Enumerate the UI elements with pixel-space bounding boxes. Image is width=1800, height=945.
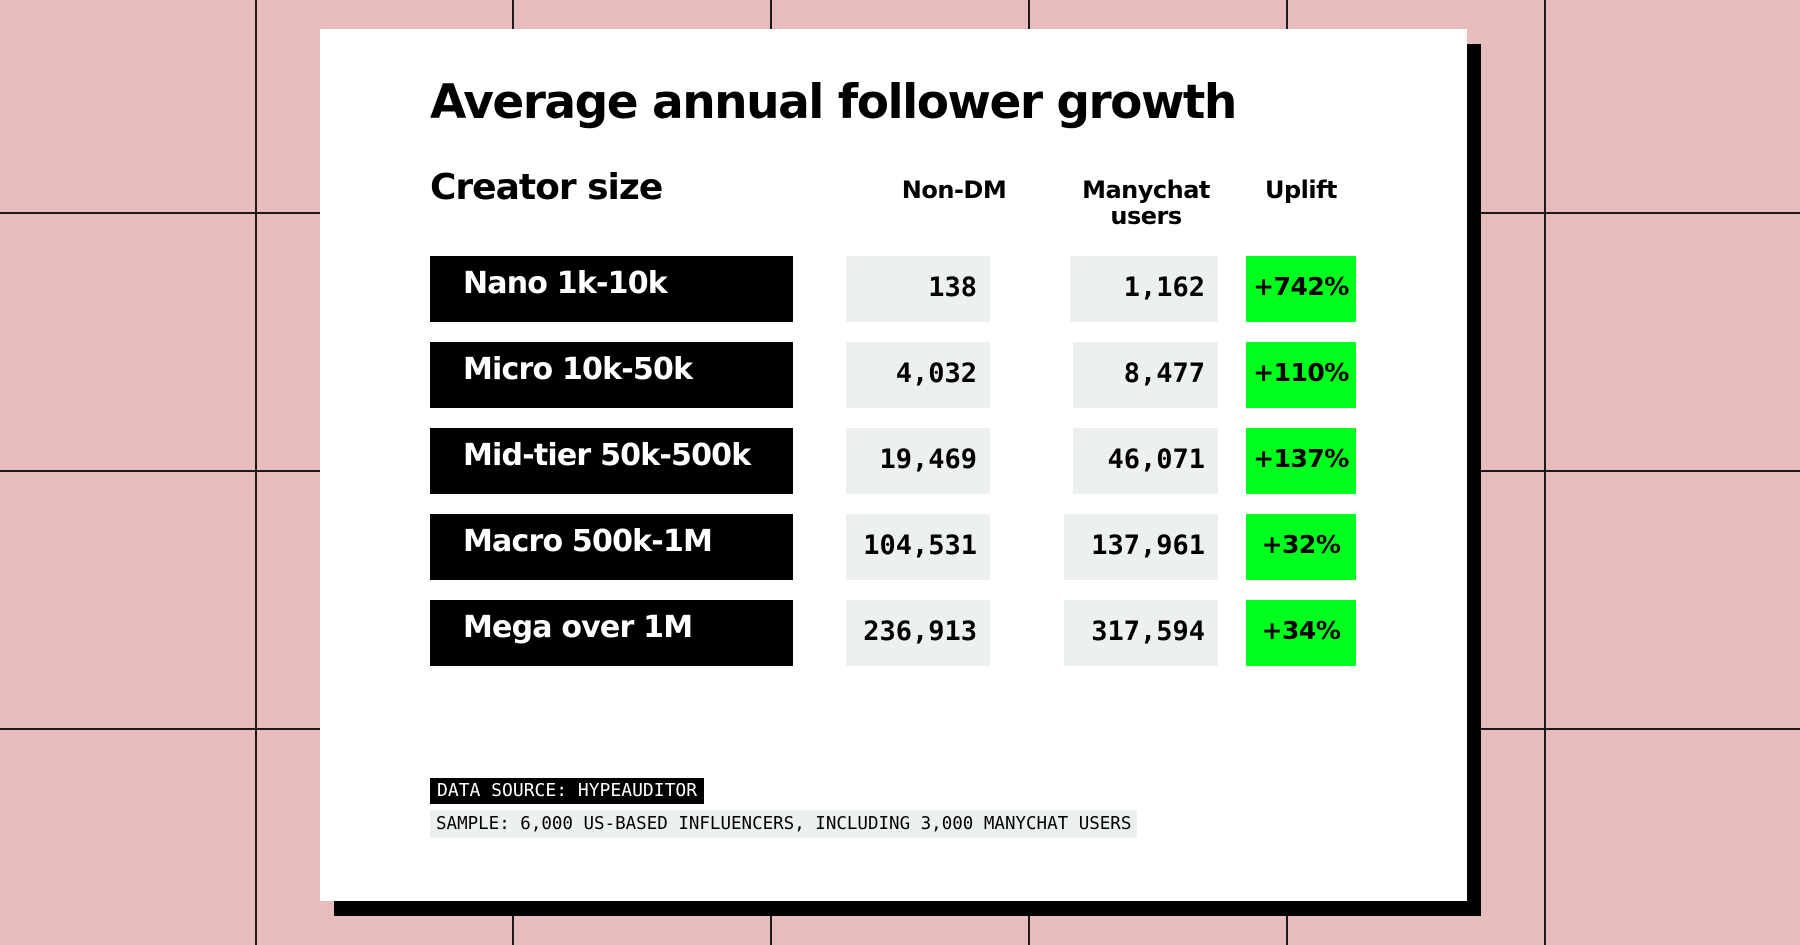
non-dm-value: 138: [928, 272, 977, 303]
non-dm-cell: 138: [846, 256, 990, 322]
grid-line: [1544, 0, 1546, 945]
non-dm-cell: 104,531: [846, 514, 990, 580]
non-dm-cell: 19,469: [846, 428, 990, 494]
manychat-value: 1,162: [1123, 272, 1205, 303]
creator-size-label: Mega over 1M: [463, 610, 693, 645]
data-source-label: DATA SOURCE: HYPEAUDITOR: [430, 778, 705, 804]
grid-line: [255, 0, 257, 945]
column-header-creator-size: Creator size: [430, 167, 663, 208]
uplift-cell: +742%: [1246, 256, 1356, 322]
uplift-cell: +137%: [1246, 428, 1356, 494]
creator-size-label: Nano 1k-10k: [463, 266, 668, 301]
non-dm-value: 4,032: [895, 358, 977, 389]
non-dm-cell: 4,032: [846, 342, 990, 408]
uplift-value: +742%: [1253, 272, 1349, 301]
creator-size-cell: Mid-tier 50k-500k: [430, 428, 793, 494]
manychat-cell: 8,477: [1073, 342, 1218, 408]
manychat-value: 137,961: [1091, 530, 1205, 561]
manychat-cell: 317,594: [1064, 600, 1218, 666]
table-row: Mid-tier 50k-500k 19,469 46,071 +137%: [320, 428, 1467, 496]
uplift-value: +110%: [1253, 358, 1349, 387]
uplift-cell: +32%: [1246, 514, 1356, 580]
creator-size-cell: Nano 1k-10k: [430, 256, 793, 322]
non-dm-value: 19,469: [879, 444, 977, 475]
manychat-value: 8,477: [1123, 358, 1205, 389]
creator-size-cell: Mega over 1M: [430, 600, 793, 666]
column-header-uplift: Uplift: [1264, 176, 1338, 204]
creator-size-label: Micro 10k-50k: [463, 352, 693, 387]
manychat-value: 46,071: [1107, 444, 1205, 475]
column-header-manychat-users: Manychat users: [1082, 176, 1210, 231]
uplift-value: +137%: [1253, 444, 1349, 473]
manychat-cell: 46,071: [1073, 428, 1218, 494]
sample-note: SAMPLE: 6,000 US-BASED INFLUENCERS, INCL…: [430, 810, 1138, 838]
table-row: Mega over 1M 236,913 317,594 +34%: [320, 600, 1467, 668]
uplift-value: +32%: [1261, 530, 1341, 559]
table-card: Average annual follower growth Creator s…: [320, 29, 1467, 901]
chart-title: Average annual follower growth: [430, 75, 1237, 130]
manychat-cell: 137,961: [1064, 514, 1218, 580]
uplift-cell: +110%: [1246, 342, 1356, 408]
non-dm-value: 236,913: [863, 616, 977, 647]
creator-size-label: Mid-tier 50k-500k: [463, 438, 751, 473]
column-header-non-dm: Non-DM: [901, 176, 1007, 204]
non-dm-value: 104,531: [863, 530, 977, 561]
non-dm-cell: 236,913: [846, 600, 990, 666]
creator-size-cell: Micro 10k-50k: [430, 342, 793, 408]
manychat-value: 317,594: [1091, 616, 1205, 647]
uplift-cell: +34%: [1246, 600, 1356, 666]
manychat-cell: 1,162: [1070, 256, 1218, 322]
creator-size-label: Macro 500k-1M: [463, 524, 713, 559]
table-row: Micro 10k-50k 4,032 8,477 +110%: [320, 342, 1467, 410]
table-row: Nano 1k-10k 138 1,162 +742%: [320, 256, 1467, 324]
uplift-value: +34%: [1261, 616, 1341, 645]
table-row: Macro 500k-1M 104,531 137,961 +32%: [320, 514, 1467, 582]
creator-size-cell: Macro 500k-1M: [430, 514, 793, 580]
